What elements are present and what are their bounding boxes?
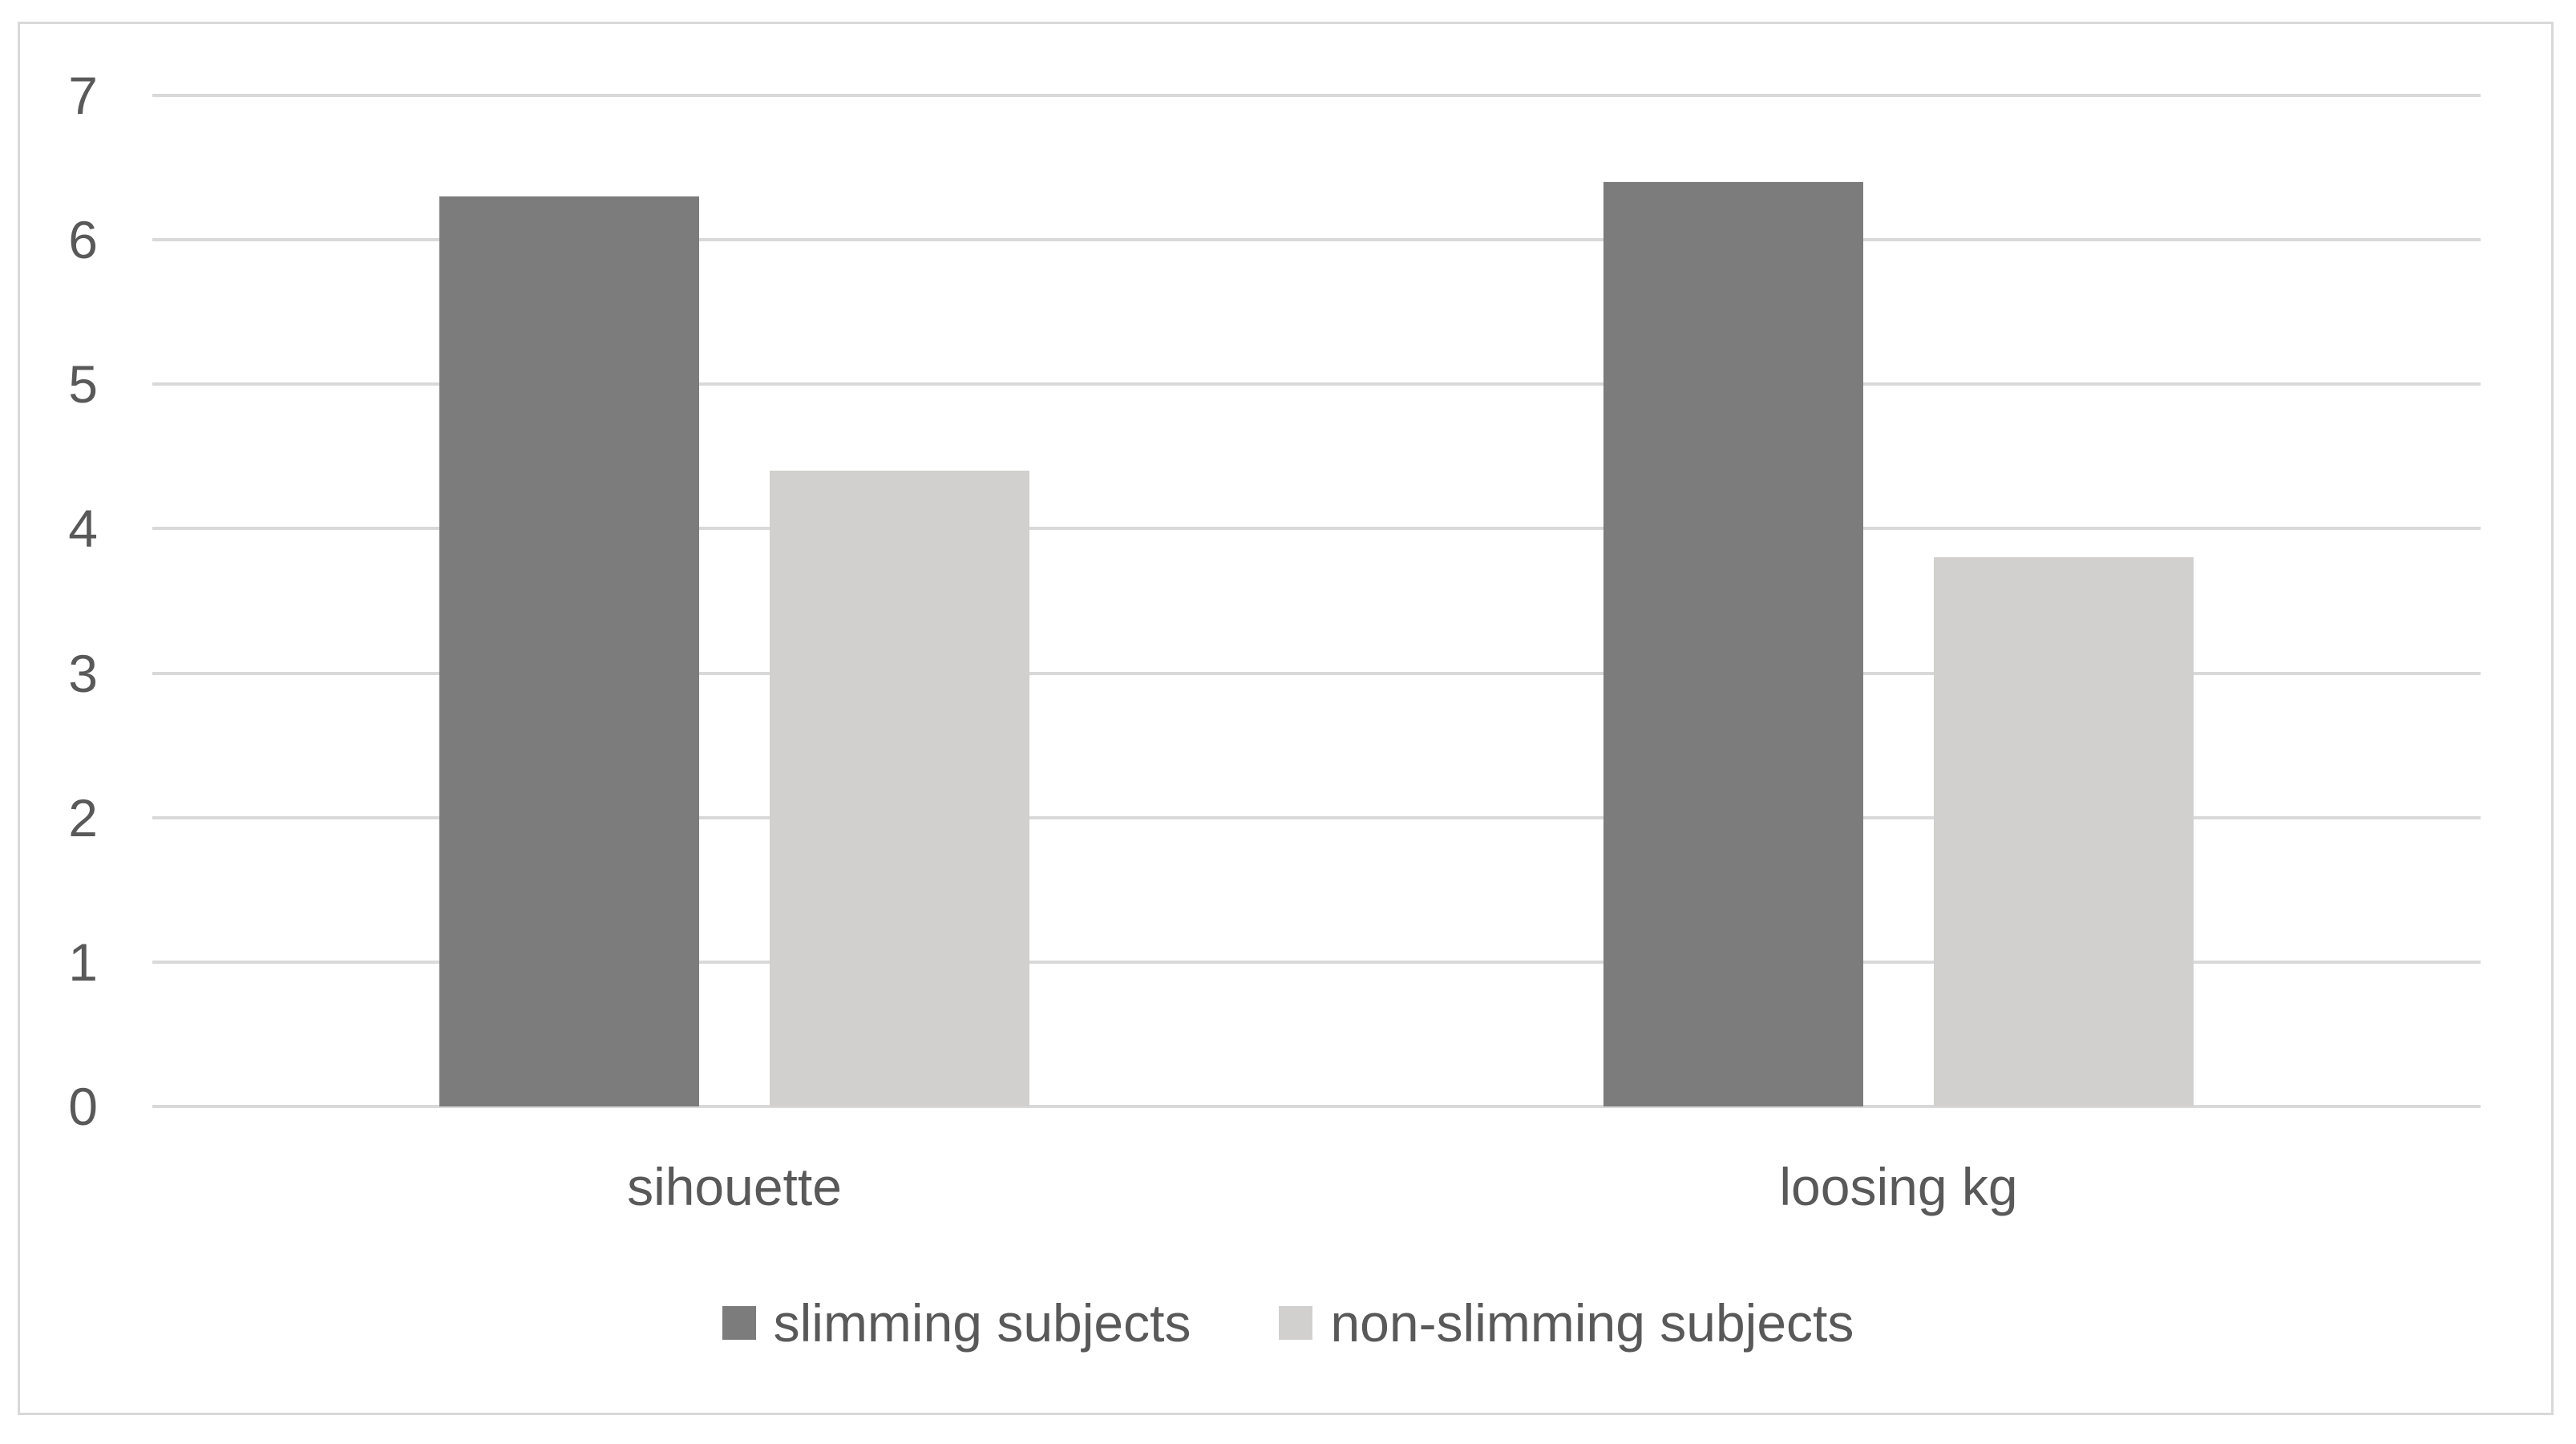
y-tick-label-7: 7 bbox=[68, 66, 98, 125]
gridline-1 bbox=[152, 960, 2481, 964]
legend-swatch-icon bbox=[1279, 1306, 1313, 1340]
y-tick-label-0: 0 bbox=[68, 1077, 98, 1136]
y-tick-label-6: 6 bbox=[68, 210, 98, 270]
bar-slimming-subjects-sihouette bbox=[439, 196, 699, 1106]
gridline-2 bbox=[152, 815, 2481, 819]
y-tick-label-2: 2 bbox=[68, 787, 98, 847]
legend-label: non-slimming subjects bbox=[1330, 1293, 1854, 1353]
legend-item-non-slimming-subjects: non-slimming subjects bbox=[1279, 1289, 1854, 1357]
legend: slimming subjects non-slimming subjects bbox=[0, 1289, 2576, 1357]
gridline-6 bbox=[152, 238, 2481, 242]
y-tick-label-4: 4 bbox=[68, 499, 98, 559]
gridline-3 bbox=[152, 671, 2481, 675]
y-tick-label-5: 5 bbox=[68, 354, 98, 415]
gridline-4 bbox=[152, 527, 2481, 531]
y-tick-label-3: 3 bbox=[68, 643, 98, 703]
bar-non-slimming-subjects-sihouette bbox=[770, 471, 1029, 1106]
legend-label: slimming subjects bbox=[773, 1293, 1191, 1353]
gridline-0 bbox=[152, 1105, 2481, 1108]
y-tick-label-1: 1 bbox=[68, 932, 98, 992]
category-label-loosing-kg: loosing kg bbox=[1779, 1157, 2018, 1216]
legend-swatch-icon bbox=[722, 1306, 756, 1340]
category-label-sihouette: sihouette bbox=[627, 1157, 842, 1216]
gridline-5 bbox=[152, 382, 2481, 386]
bar-non-slimming-subjects-loosing-kg bbox=[1934, 557, 2194, 1106]
legend-item-slimming-subjects: slimming subjects bbox=[722, 1289, 1191, 1357]
bar-slimming-subjects-loosing-kg bbox=[1603, 182, 1863, 1106]
gridline-7 bbox=[152, 94, 2481, 97]
